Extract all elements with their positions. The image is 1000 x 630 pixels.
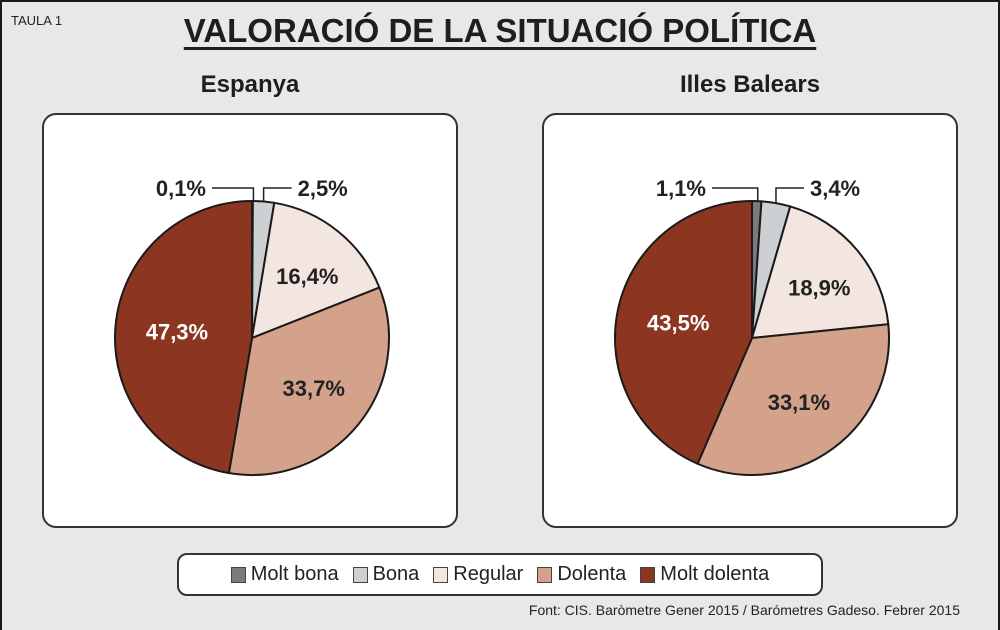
data-label-molt-bona: 1,1% xyxy=(656,176,706,201)
legend-item-regular: Regular xyxy=(433,563,523,586)
leader-line-bona xyxy=(775,187,804,204)
legend-swatch xyxy=(537,566,553,583)
pie-slice-regular xyxy=(750,205,890,340)
legend-item-molt-dolenta: Molt dolenta xyxy=(640,563,769,586)
data-label-molt-bona: 0,1% xyxy=(156,176,206,201)
legend-swatch xyxy=(352,566,368,583)
legend: Molt bona Bona Regular Dolenta Molt dole… xyxy=(177,553,823,596)
leader-line-molt-bona xyxy=(712,187,759,202)
legend-item-dolenta: Dolenta xyxy=(537,563,626,586)
main-title: VALORACIÓ DE LA SITUACIÓ POLÍTICA xyxy=(0,12,1000,50)
legend-label: Molt bona xyxy=(250,563,339,585)
data-label-bona: 3,4% xyxy=(810,176,860,201)
legend-swatch xyxy=(640,566,656,583)
chart-title-illes-balears: Illes Balears xyxy=(679,71,821,98)
pie-panel-espanya: 16,4% 33,7% 47,3% 0,1% 2,5% xyxy=(42,113,458,528)
legend-label: Bona xyxy=(372,563,420,585)
pie-chart-illes-balears: 18,9% 33,1% 43,5% 1,1% 3,4% xyxy=(614,176,890,476)
legend-label: Molt dolenta xyxy=(660,563,770,585)
data-label-regular: 18,9% xyxy=(788,276,850,301)
pie-chart-espanya: 16,4% 33,7% 47,3% 0,1% 2,5% xyxy=(114,176,390,476)
pie-slice-dolenta xyxy=(696,323,890,476)
data-label-molt-dolenta: 43,5% xyxy=(647,311,709,336)
leader-line-molt-bona xyxy=(212,187,255,202)
data-label-molt-dolenta: 47,3% xyxy=(146,320,208,345)
legend-item-molt-bona: Molt bona xyxy=(230,563,339,586)
data-label-dolenta: 33,7% xyxy=(283,376,345,401)
data-label-regular: 16,4% xyxy=(276,264,338,289)
legend-label: Regular xyxy=(453,563,524,585)
legend-swatch xyxy=(433,566,449,583)
pie-slice-molt-dolenta xyxy=(614,199,753,466)
main-title-text: VALORACIÓ DE LA SITUACIÓ POLÍTICA xyxy=(183,12,817,49)
legend-label: Dolenta xyxy=(557,563,627,585)
data-label-bona: 2,5% xyxy=(298,176,348,201)
legend-item-bona: Bona xyxy=(352,563,420,586)
pie-panel-illes-balears: 18,9% 33,1% 43,5% 1,1% 3,4% xyxy=(542,113,958,528)
chart-title-espanya: Espanya xyxy=(200,71,300,98)
legend-swatch xyxy=(230,566,246,583)
pie-slice-dolenta xyxy=(227,286,390,476)
leader-line-bona xyxy=(262,187,292,202)
data-label-dolenta: 33,1% xyxy=(768,390,830,415)
table-label: TAULA 1 xyxy=(11,13,63,28)
pie-slice-molt-dolenta xyxy=(114,199,253,475)
source-note: Font: CIS. Baròmetre Gener 2015 / Baróme… xyxy=(528,602,960,618)
pie-slice-regular xyxy=(250,201,381,340)
